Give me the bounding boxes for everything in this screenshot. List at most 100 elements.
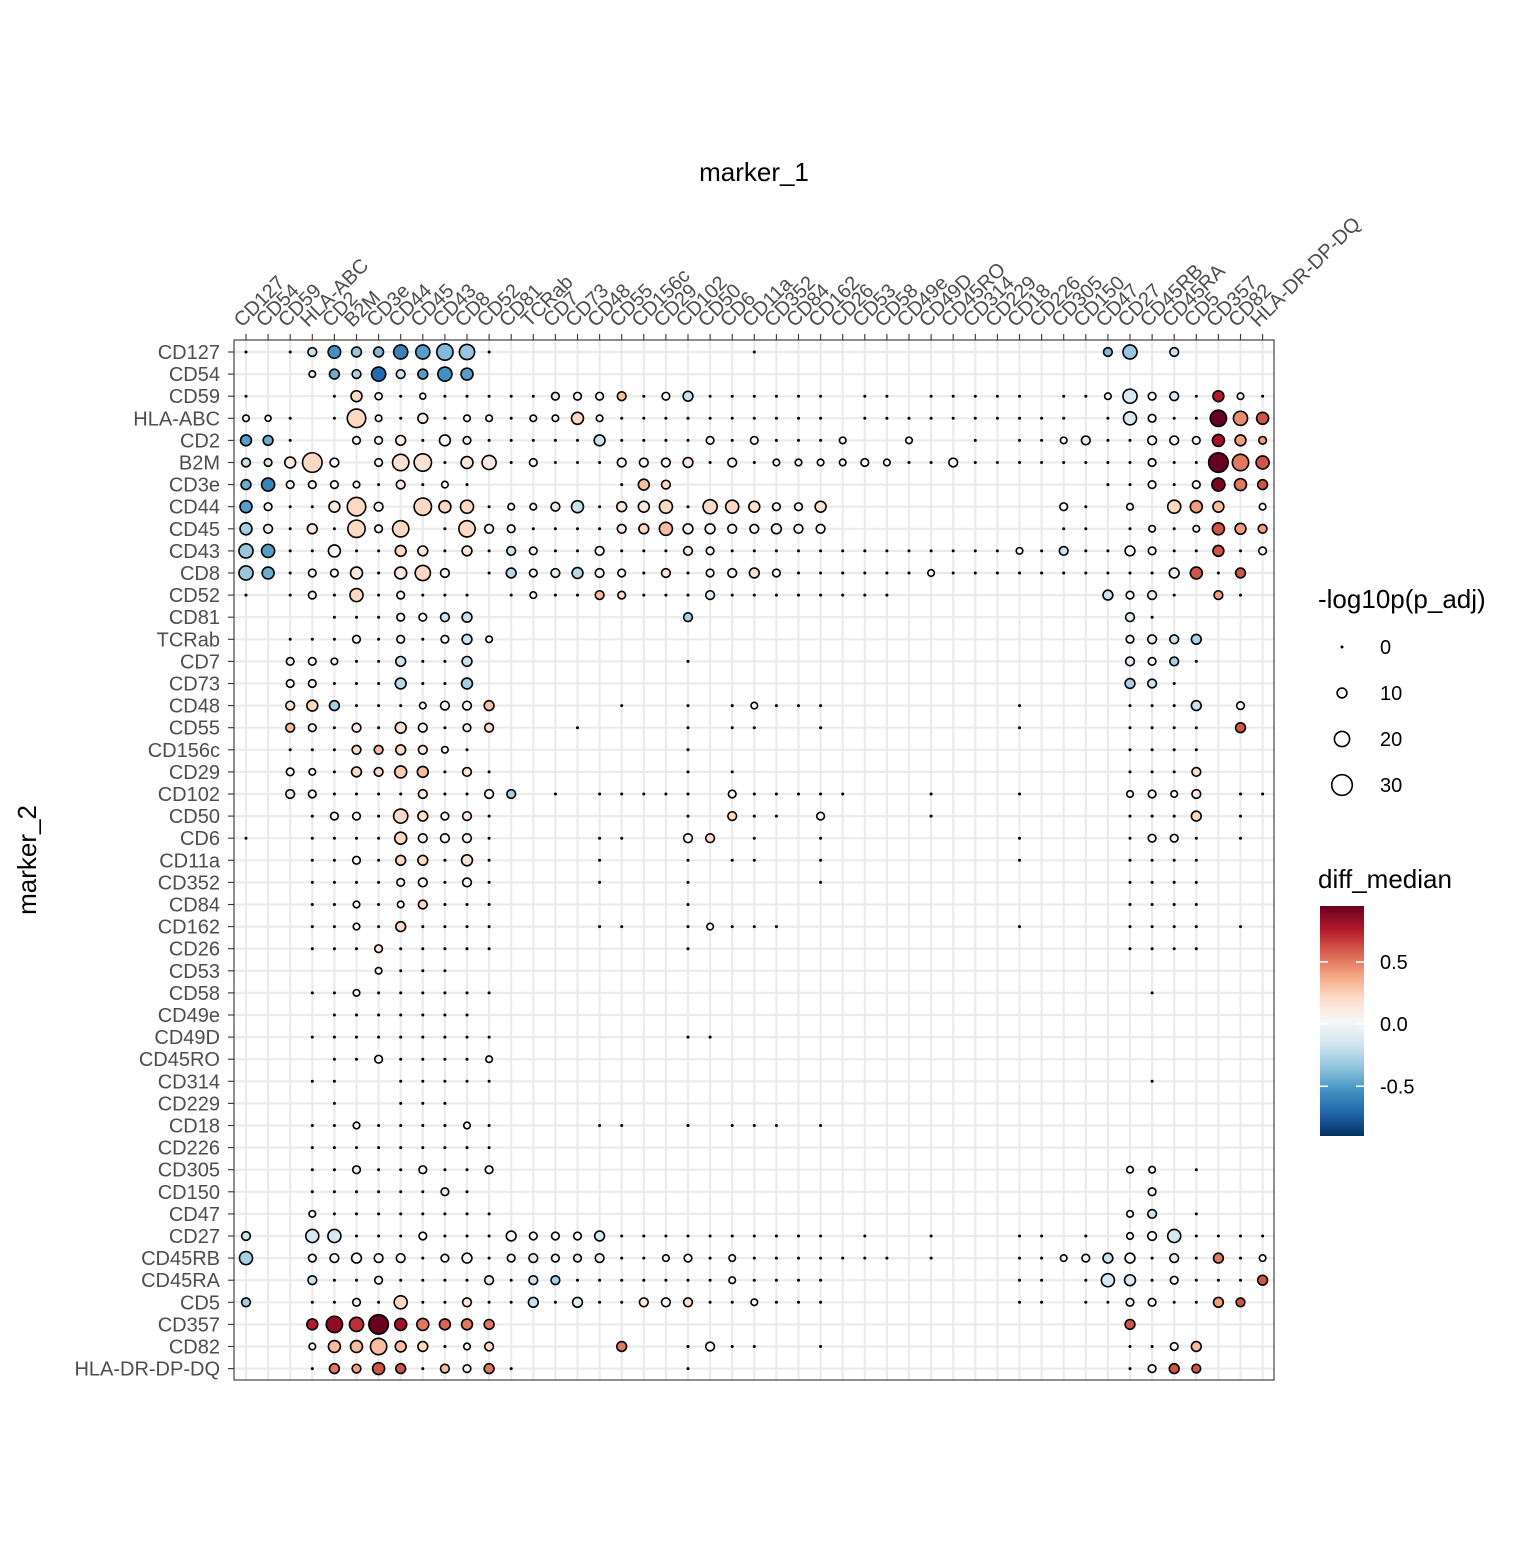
data-point	[819, 1124, 823, 1127]
data-point	[417, 722, 428, 733]
data-point	[395, 744, 407, 756]
data-point	[307, 568, 317, 578]
data-point	[332, 947, 336, 951]
data-point	[374, 966, 383, 975]
data-point	[1256, 1274, 1269, 1286]
data-point	[838, 436, 847, 445]
data-point	[443, 1057, 447, 1061]
data-point	[310, 549, 314, 553]
data-point	[686, 748, 690, 752]
data-point	[262, 434, 274, 447]
data-point	[399, 1035, 403, 1039]
data-point	[620, 1278, 624, 1282]
data-point	[310, 505, 314, 509]
data-point	[377, 814, 381, 818]
data-point	[951, 394, 955, 398]
data-point	[352, 480, 361, 489]
data-point	[310, 858, 314, 862]
data-point	[1189, 566, 1204, 580]
data-point	[310, 1300, 314, 1304]
y-tick-label: CD102	[158, 784, 220, 806]
data-point	[797, 1234, 800, 1238]
y-tick-label: CD45	[169, 519, 220, 541]
data-point	[421, 925, 425, 929]
data-point	[1211, 477, 1226, 492]
data-point	[355, 1278, 358, 1282]
data-point	[421, 1367, 425, 1371]
data-point	[551, 414, 560, 423]
data-point	[1062, 394, 1066, 398]
data-point	[1212, 500, 1225, 513]
data-point	[306, 523, 318, 535]
data-point	[443, 682, 447, 685]
data-point	[1172, 549, 1176, 553]
data-point	[1018, 1256, 1021, 1260]
data-point	[392, 344, 409, 360]
data-point	[704, 589, 716, 601]
data-point	[487, 549, 491, 553]
data-point	[1191, 1363, 1202, 1374]
data-point	[487, 438, 491, 442]
data-point	[421, 991, 425, 995]
data-point	[263, 457, 273, 468]
data-point	[393, 831, 408, 845]
data-point	[929, 461, 933, 464]
data-point	[553, 461, 557, 464]
data-point	[396, 877, 406, 888]
data-point	[529, 502, 538, 511]
data-point	[572, 1231, 583, 1241]
data-point	[1125, 1165, 1135, 1174]
data-point	[1150, 858, 1154, 862]
data-point	[973, 549, 977, 553]
data-point	[393, 1317, 408, 1332]
y-tick-label: CD44	[169, 497, 220, 519]
data-point	[352, 1121, 361, 1130]
data-point	[1172, 925, 1176, 929]
data-point	[377, 903, 381, 906]
y-tick-label: CD229	[158, 1093, 220, 1115]
data-point	[1062, 527, 1066, 531]
data-point	[377, 1124, 381, 1127]
data-point	[377, 659, 381, 663]
size-legend-key	[1333, 730, 1351, 748]
data-point	[332, 416, 336, 420]
data-point	[509, 1367, 513, 1371]
data-point	[774, 1234, 778, 1238]
data-point	[347, 519, 366, 539]
data-point	[283, 456, 297, 469]
data-point	[421, 1146, 425, 1150]
data-point	[730, 416, 734, 420]
data-point	[439, 567, 451, 579]
data-point	[1102, 589, 1114, 601]
data-point	[1150, 615, 1154, 619]
data-point	[1128, 726, 1132, 730]
data-point	[351, 855, 362, 865]
data-point	[686, 438, 690, 442]
data-point	[752, 1234, 756, 1238]
data-point	[1194, 1300, 1198, 1304]
data-point	[288, 505, 292, 509]
data-point	[304, 1228, 320, 1244]
data-point	[329, 568, 340, 578]
data-point	[399, 1234, 403, 1238]
data-point	[485, 414, 494, 423]
data-point	[443, 1079, 447, 1083]
data-point	[485, 635, 494, 644]
data-point	[660, 1297, 672, 1308]
data-point	[682, 456, 694, 469]
data-point	[349, 587, 364, 603]
data-point	[241, 414, 251, 423]
data-point	[443, 1101, 447, 1105]
data-point	[439, 612, 451, 623]
data-point	[483, 699, 495, 712]
data-point	[483, 1341, 495, 1352]
data-point	[462, 1121, 472, 1130]
colorbar-label: -0.5	[1380, 1076, 1414, 1098]
data-point	[1128, 571, 1132, 575]
data-point	[310, 903, 314, 906]
data-point	[598, 1124, 602, 1127]
data-point	[1169, 833, 1179, 843]
data-point	[332, 615, 336, 619]
y-tick-label: CD18	[169, 1116, 220, 1138]
data-point	[487, 947, 491, 951]
